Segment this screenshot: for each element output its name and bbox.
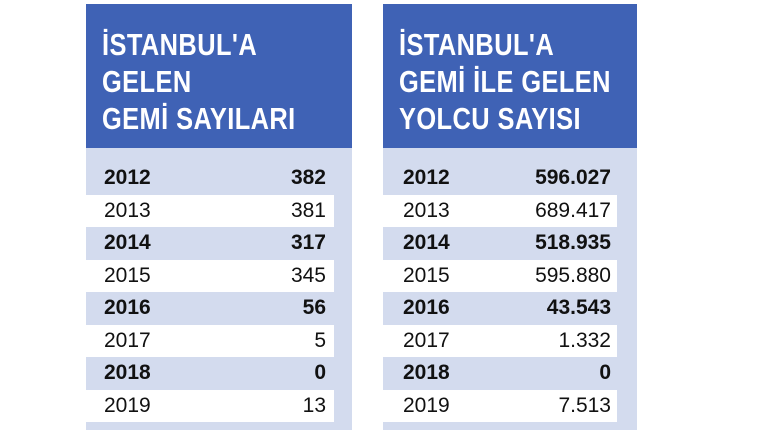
value-cell: 0 xyxy=(314,361,326,385)
title-line: YOLCU SAYISI xyxy=(399,101,581,136)
value-cell: 595.880 xyxy=(535,263,611,287)
value-cell: 381 xyxy=(290,198,326,222)
year-cell: 2015 xyxy=(403,263,450,287)
value-cell: 43.543 xyxy=(546,296,611,320)
value-cell: 518.935 xyxy=(535,231,611,255)
table-row: 2014 317 xyxy=(86,227,352,260)
value-cell: 7.513 xyxy=(558,393,611,417)
title-line: İSTANBUL'A xyxy=(399,27,555,62)
value-cell: 689.417 xyxy=(535,198,611,222)
year-cell: 2012 xyxy=(104,166,151,190)
value-cell: 317 xyxy=(290,231,326,255)
year-cell: 2018 xyxy=(403,361,450,385)
value-cell: 5 xyxy=(314,328,326,352)
table-row: 2012 596.027 xyxy=(383,162,637,195)
title-line: İSTANBUL'A xyxy=(102,27,258,62)
year-cell: 2015 xyxy=(104,263,151,287)
table-row: 2016 56 xyxy=(86,292,352,325)
title-line: GELEN xyxy=(102,64,192,99)
year-cell: 2012 xyxy=(403,166,450,190)
table-row: 2017 5 xyxy=(86,324,334,357)
table-row: 2019 13 xyxy=(86,389,334,422)
table-row: 2013 381 xyxy=(86,194,334,227)
table-row: 2016 43.543 xyxy=(383,292,637,325)
table-row: 2018 0 xyxy=(86,357,352,390)
year-cell: 2013 xyxy=(403,198,450,222)
value-cell: 1.332 xyxy=(558,328,611,352)
table-row: 2014 518.935 xyxy=(383,227,637,260)
value-cell: 382 xyxy=(290,166,326,190)
table-row: 2017 1.332 xyxy=(383,324,617,357)
ship-count-table: İSTANBUL'A GELEN GEMİ SAYILARI 2012 382 20… xyxy=(86,4,352,430)
year-cell: 2017 xyxy=(104,328,151,352)
year-cell: 2019 xyxy=(104,393,151,417)
year-cell: 2019 xyxy=(403,393,450,417)
year-cell: 2016 xyxy=(104,296,151,320)
passenger-count-rows: 2012 596.027 2013 689.417 2014 518.935 2015 595… xyxy=(383,162,637,422)
value-cell: 345 xyxy=(290,263,326,287)
year-cell: 2014 xyxy=(403,231,450,255)
table-row: 2012 382 xyxy=(86,162,352,195)
ship-count-rows: 2012 382 2013 381 2014 317 2015 345 2016 56 2017 5 2… xyxy=(86,162,352,422)
year-cell: 2018 xyxy=(104,361,151,385)
year-cell: 2014 xyxy=(104,231,151,255)
year-cell: 2016 xyxy=(403,296,450,320)
value-cell: 596.027 xyxy=(535,166,611,190)
table-row: 2018 0 xyxy=(383,357,637,390)
passenger-count-title: İSTANBUL'A GEMİ İLE GELEN YOLCU SAYISI xyxy=(399,26,611,137)
value-cell: 0 xyxy=(599,361,611,385)
table-row: 2013 689.417 xyxy=(383,194,617,227)
table-row: 2019 7.513 xyxy=(383,389,617,422)
table-row: 2015 595.880 xyxy=(383,259,617,292)
value-cell: 56 xyxy=(302,296,326,320)
ship-count-title: İSTANBUL'A GELEN GEMİ SAYILARI xyxy=(102,26,296,137)
passenger-count-table: İSTANBUL'A GEMİ İLE GELEN YOLCU SAYISI 2… xyxy=(383,4,637,430)
year-cell: 2013 xyxy=(104,198,151,222)
value-cell: 13 xyxy=(302,393,326,417)
title-line: GEMİ SAYILARI xyxy=(102,101,296,136)
year-cell: 2017 xyxy=(403,328,450,352)
passenger-count-header: İSTANBUL'A GEMİ İLE GELEN YOLCU SAYISI xyxy=(383,4,637,148)
ship-count-header: İSTANBUL'A GELEN GEMİ SAYILARI xyxy=(86,4,352,148)
title-line: GEMİ İLE GELEN xyxy=(399,64,611,99)
table-row: 2015 345 xyxy=(86,259,334,292)
